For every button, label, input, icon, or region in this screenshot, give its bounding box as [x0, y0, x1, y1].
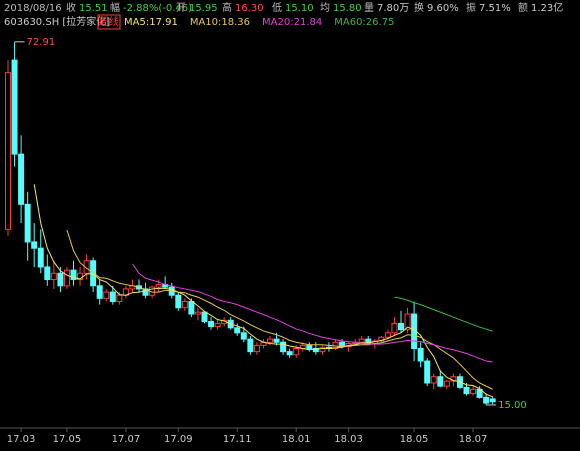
candle-body	[430, 376, 437, 384]
candle-body	[253, 344, 260, 353]
x-tick-label: 17.03	[7, 434, 36, 445]
candle-body	[155, 284, 162, 288]
header-value: 15.80	[333, 3, 362, 14]
x-tick-label: 18.01	[282, 434, 311, 445]
candle-body	[273, 338, 280, 343]
candle-body	[293, 348, 300, 356]
header-value: -2.88%(-0.46)	[123, 3, 192, 14]
candle-body	[109, 291, 116, 302]
header-label: 收	[66, 1, 76, 14]
header-label: 均	[320, 2, 330, 14]
candle-body	[83, 260, 90, 274]
candle-body	[424, 360, 431, 384]
candle-body	[417, 348, 424, 362]
candle-body	[188, 300, 195, 315]
header-value: 16.30	[235, 3, 264, 14]
candle-body	[398, 322, 404, 331]
symbol: 603630.SH [拉芳家化]	[4, 15, 110, 28]
legend-entry: MA10:18.36	[190, 17, 250, 28]
header-value: 15.51	[79, 3, 108, 14]
header-label: 振	[466, 1, 476, 14]
candle-body	[463, 386, 470, 395]
candle-body	[5, 72, 11, 230]
candle-body	[319, 346, 326, 353]
candle-body	[404, 313, 411, 331]
candle-body	[103, 291, 110, 299]
candle-body	[286, 351, 293, 356]
candle-body	[201, 311, 208, 323]
ma-line	[33, 184, 493, 398]
candle-body	[142, 288, 149, 296]
period: 周线	[99, 15, 119, 28]
x-tick-label: 17.11	[223, 434, 252, 445]
candle-body	[470, 388, 477, 395]
header-value: 1.23亿	[531, 1, 563, 14]
legend-entry: MA5:17.91	[124, 17, 178, 28]
candle-body	[175, 294, 182, 309]
x-tick-label: 18.03	[334, 434, 363, 445]
candle-body	[18, 153, 25, 205]
x-tick-label: 18.05	[400, 434, 429, 445]
x-tick-label: 18.07	[459, 434, 488, 445]
candle-body	[378, 336, 385, 342]
header-label: 高	[222, 1, 232, 14]
candle-body	[443, 380, 450, 387]
x-tick-label: 17.05	[53, 434, 82, 445]
candle-body	[483, 396, 490, 404]
header-label: 开	[176, 3, 186, 14]
header-value: 15.95	[189, 3, 218, 14]
candle-body	[267, 338, 273, 343]
header-value: 15.10	[285, 3, 314, 14]
candle-body	[24, 203, 31, 243]
header-label: 幅	[110, 1, 120, 14]
header-label: 换	[414, 1, 424, 14]
candle-body	[116, 294, 123, 302]
header-label: 低	[272, 1, 282, 14]
candle-body	[234, 327, 241, 334]
candle-body	[50, 272, 57, 281]
low-label: 15.00	[498, 400, 527, 411]
x-tick-label: 17.07	[112, 434, 141, 445]
candle-body	[437, 376, 444, 387]
x-tick-label: 17.09	[164, 434, 193, 445]
candle-body	[194, 311, 201, 315]
candle-body	[31, 241, 38, 249]
header-value: 7.51%	[479, 3, 511, 14]
candle-body	[489, 398, 496, 403]
candle-body	[240, 332, 247, 340]
candle-body	[280, 341, 287, 353]
candle-body	[306, 344, 313, 350]
candle-body	[96, 285, 103, 299]
legend-entry: MA60:26.75	[334, 17, 394, 28]
candle-body	[181, 300, 188, 309]
candle-body	[214, 322, 221, 328]
candle-body	[391, 322, 398, 334]
candle-body	[63, 269, 70, 287]
candle-body	[57, 272, 64, 287]
ma-line	[66, 229, 493, 390]
ma-line	[132, 263, 493, 363]
header-label: 量	[364, 2, 374, 14]
header-label: 2018/08/16	[4, 3, 62, 14]
candle-body	[384, 332, 391, 338]
candle-body	[208, 321, 215, 328]
header-value: 9.60%	[427, 3, 459, 14]
ma-line	[394, 296, 493, 332]
candle-body	[70, 269, 77, 281]
candle-body	[365, 338, 372, 344]
candle-body	[247, 338, 254, 353]
candle-body	[358, 338, 365, 343]
candle-body	[312, 348, 319, 353]
period-box	[97, 14, 121, 30]
candle-body	[37, 247, 44, 268]
legend-entry: MA20:21.84	[262, 17, 322, 28]
high-label: 72.91	[27, 37, 56, 48]
candle-body	[11, 59, 18, 155]
header-label: 额	[518, 1, 528, 14]
header-value: 7.80万	[377, 3, 409, 14]
candle-body	[44, 266, 51, 281]
